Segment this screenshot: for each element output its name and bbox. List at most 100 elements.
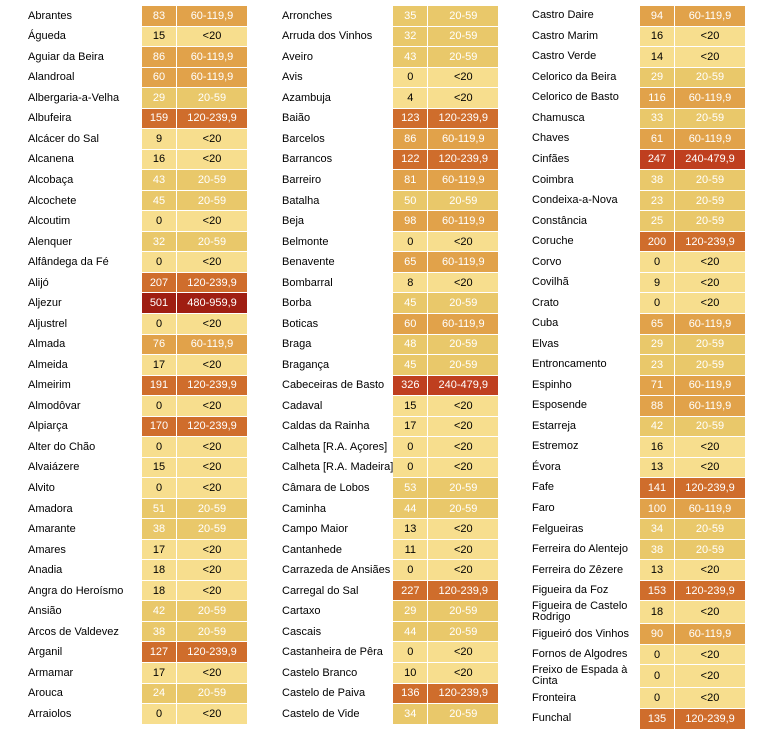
class-cell: <20 — [176, 703, 247, 725]
value-cell: 53 — [393, 477, 429, 499]
municipality-name: Aveiro — [278, 46, 394, 68]
table-row: Carregal do Sal 227 120-239,9 — [278, 580, 499, 602]
value-cell: 170 — [142, 416, 177, 438]
value-cell: 100 — [640, 498, 675, 520]
table-row: Fronteira 0 <20 — [528, 687, 745, 709]
value-cell: 33 — [640, 108, 675, 130]
class-cell: 20-59 — [427, 498, 499, 520]
class-cell: <20 — [674, 687, 745, 709]
class-cell: 20-59 — [176, 169, 247, 191]
municipality-name: Amares — [24, 539, 142, 561]
table-row: Alvito 0 <20 — [24, 477, 247, 499]
table-row: Benavente 65 60-119,9 — [278, 251, 499, 273]
municipality-name: Castelo Branco — [278, 662, 394, 684]
value-cell: 60 — [393, 313, 429, 335]
municipality-name: Arronches — [278, 6, 394, 27]
value-cell: 0 — [393, 641, 429, 663]
class-cell: <20 — [674, 292, 745, 314]
municipality-name: Águeda — [24, 26, 142, 48]
municipality-name: Alcanena — [24, 149, 142, 171]
value-cell: 136 — [393, 683, 429, 705]
class-cell: <20 — [427, 662, 499, 684]
class-cell: <20 — [674, 251, 745, 273]
class-cell: <20 — [427, 518, 499, 540]
municipality-name: Arouca — [24, 683, 142, 705]
value-cell: 0 — [142, 395, 177, 417]
value-cell: 0 — [142, 210, 177, 232]
class-cell: 60-119,9 — [176, 67, 247, 89]
table-row: Alcácer do Sal 9 <20 — [24, 128, 247, 150]
class-cell: 20-59 — [427, 354, 499, 376]
municipality-name: Freixo de Espada à Cinta — [528, 664, 640, 689]
table-row: Belmonte 0 <20 — [278, 231, 499, 253]
value-cell: 44 — [393, 498, 429, 520]
value-cell: 18 — [142, 559, 177, 581]
value-cell: 13 — [640, 559, 675, 581]
class-cell: <20 — [176, 128, 247, 150]
table-row: Castanheira de Pêra 0 <20 — [278, 641, 499, 663]
value-cell: 17 — [142, 539, 177, 561]
table-row: Estremoz 16 <20 — [528, 436, 745, 458]
class-cell: 120-239,9 — [176, 375, 247, 397]
table-row: Barreiro 81 60-119,9 — [278, 169, 499, 191]
municipality-name: Alvaiázere — [24, 457, 142, 479]
value-cell: 86 — [393, 128, 429, 150]
municipality-name: Anadia — [24, 559, 142, 581]
class-cell: <20 — [674, 664, 745, 689]
municipality-name: Braga — [278, 334, 394, 356]
municipality-name: Figueira de Castelo Rodrigo — [528, 600, 640, 625]
municipality-name: Cuba — [528, 313, 640, 335]
table-row: Amares 17 <20 — [24, 539, 247, 561]
table-row: Cartaxo 29 20-59 — [278, 600, 499, 622]
class-cell: 20-59 — [176, 600, 247, 622]
municipality-name: Calheta [R.A. Açores] — [278, 436, 394, 458]
class-cell: <20 — [176, 395, 247, 417]
value-cell: 16 — [142, 149, 177, 171]
municipality-name: Azambuja — [278, 87, 394, 109]
class-cell: 120-239,9 — [674, 708, 745, 730]
table-row: Amadora 51 20-59 — [24, 498, 247, 520]
municipality-name: Figueiró dos Vinhos — [528, 623, 640, 645]
municipality-name: Armamar — [24, 662, 142, 684]
class-cell: 20-59 — [674, 416, 745, 438]
class-cell: 120-239,9 — [427, 580, 499, 602]
value-cell: 16 — [640, 26, 675, 48]
class-cell: 20-59 — [427, 703, 499, 725]
class-cell: 20-59 — [674, 190, 745, 212]
value-cell: 0 — [640, 687, 675, 709]
municipality-table-2: Arronches 35 20-59 Arruda dos Vinhos 32 20-59… — [278, 6, 499, 725]
table-row: Bragança 45 20-59 — [278, 354, 499, 376]
class-cell: 60-119,9 — [674, 395, 745, 417]
value-cell: 23 — [640, 190, 675, 212]
municipality-name: Angra do Heroísmo — [24, 580, 142, 602]
municipality-name: Figueira da Foz — [528, 580, 640, 602]
class-cell: 120-239,9 — [674, 477, 745, 499]
table-row: Esposende 88 60-119,9 — [528, 395, 745, 417]
municipality-name: Almada — [24, 334, 142, 356]
value-cell: 17 — [142, 354, 177, 376]
value-cell: 13 — [393, 518, 429, 540]
table-row: Barrancos 122 120-239,9 — [278, 149, 499, 171]
municipality-name: Alcochete — [24, 190, 142, 212]
municipality-name: Cantanhede — [278, 539, 394, 561]
class-cell: <20 — [427, 87, 499, 109]
class-cell: <20 — [176, 354, 247, 376]
municipality-name: Esposende — [528, 395, 640, 417]
class-cell: 20-59 — [176, 498, 247, 520]
table-row: Castelo de Paiva 136 120-239,9 — [278, 683, 499, 705]
table-row: Funchal 135 120-239,9 — [528, 708, 745, 730]
value-cell: 15 — [142, 26, 177, 48]
class-cell: 60-119,9 — [176, 334, 247, 356]
municipality-name: Campo Maior — [278, 518, 394, 540]
class-cell: <20 — [427, 559, 499, 581]
municipality-name: Caldas da Rainha — [278, 416, 394, 438]
table-row: Almeida 17 <20 — [24, 354, 247, 376]
class-cell: 240-479,9 — [427, 375, 499, 397]
municipality-name: Arcos de Valdevez — [24, 621, 142, 643]
table-row: Arraiolos 0 <20 — [24, 703, 247, 725]
table-row: Alcobaça 43 20-59 — [24, 169, 247, 191]
column-3: Castro Daire 94 60-119,9 Castro Marim 16 <20 C… — [528, 6, 745, 730]
municipality-name: Cadaval — [278, 395, 394, 417]
table-row: Caldas da Rainha 17 <20 — [278, 416, 499, 438]
value-cell: 9 — [142, 128, 177, 150]
